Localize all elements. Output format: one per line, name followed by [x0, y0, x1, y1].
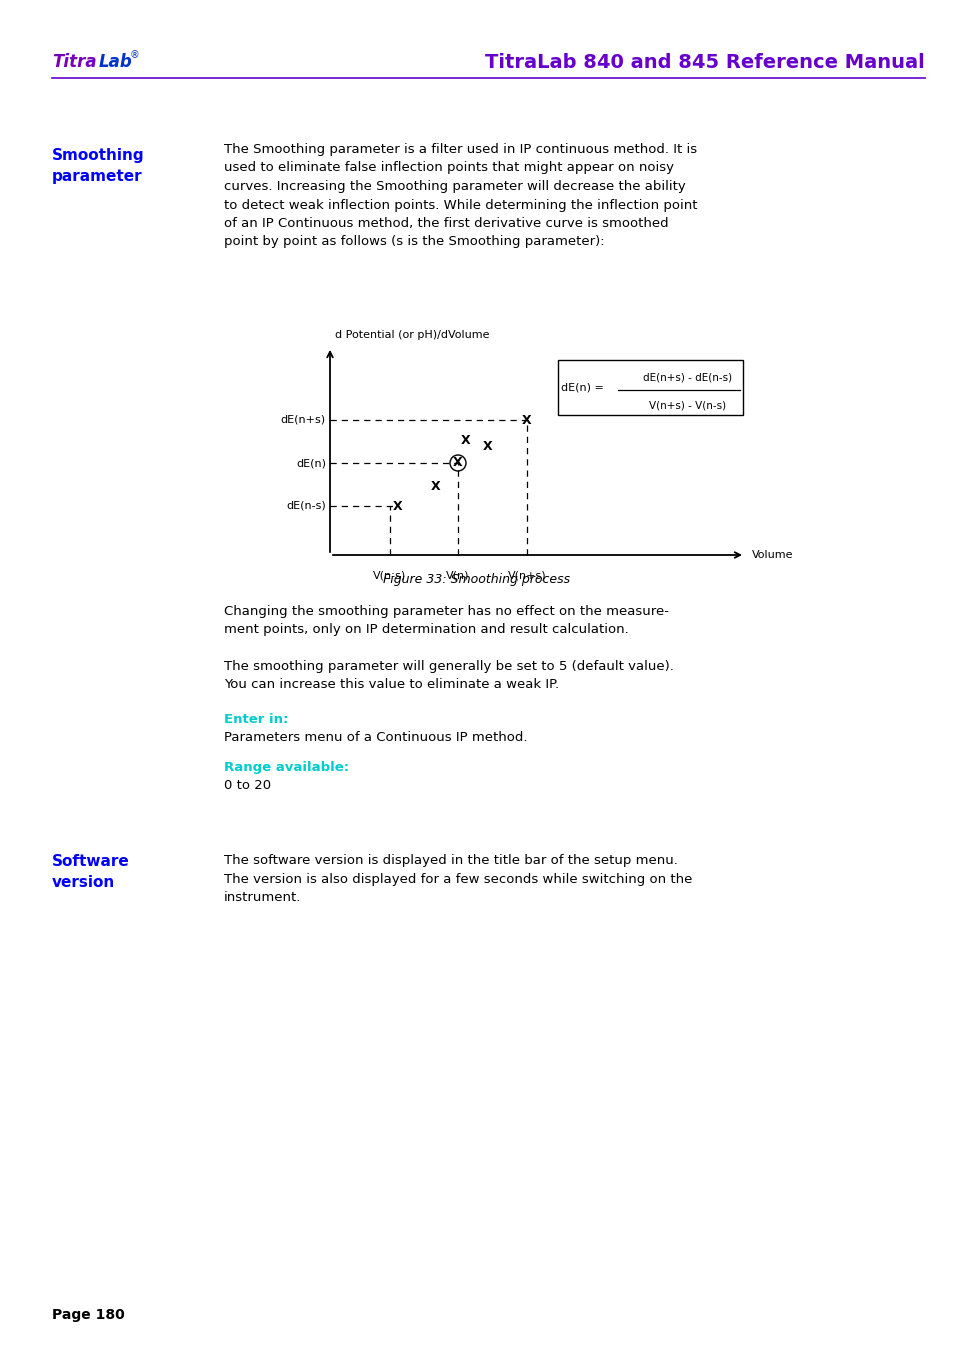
Text: TitraLab 840 and 845 Reference Manual: TitraLab 840 and 845 Reference Manual — [485, 53, 924, 72]
Bar — [558, 359, 742, 415]
Text: dE(n+s): dE(n+s) — [280, 415, 326, 426]
Text: X: X — [431, 480, 440, 493]
Text: The software version is displayed in the title bar of the setup menu.
The versio: The software version is displayed in the… — [224, 854, 692, 904]
Text: X: X — [460, 435, 471, 447]
Text: X: X — [482, 440, 493, 454]
Text: X: X — [453, 457, 462, 470]
Text: dE(n): dE(n) — [295, 458, 326, 467]
Text: Smoothing
parameter: Smoothing parameter — [52, 149, 145, 184]
Text: Lab: Lab — [99, 53, 132, 72]
Text: X: X — [393, 500, 402, 512]
Text: V(n): V(n) — [446, 570, 469, 580]
Text: V(n-s): V(n-s) — [373, 570, 406, 580]
Text: V(n+s) - V(n-s): V(n+s) - V(n-s) — [649, 401, 726, 411]
Text: dE(n) =: dE(n) = — [560, 382, 603, 393]
Text: Software
version: Software version — [52, 854, 130, 890]
Text: X: X — [521, 413, 531, 427]
Text: Figure 33: Smoothing process: Figure 33: Smoothing process — [383, 574, 570, 586]
Text: d Potential (or pH)/dVolume: d Potential (or pH)/dVolume — [335, 330, 489, 340]
Text: Titra: Titra — [52, 53, 96, 72]
Text: Changing the smoothing parameter has no effect on the measure-
ment points, only: Changing the smoothing parameter has no … — [224, 605, 668, 636]
Text: The smoothing parameter will generally be set to 5 (default value).
You can incr: The smoothing parameter will generally b… — [224, 661, 673, 692]
Text: Parameters menu of a Continuous IP method.: Parameters menu of a Continuous IP metho… — [224, 731, 527, 744]
Text: ®: ® — [130, 50, 139, 59]
Text: Enter in:: Enter in: — [224, 713, 288, 725]
Text: Range available:: Range available: — [224, 761, 349, 774]
Text: Page 180: Page 180 — [52, 1308, 125, 1323]
Text: Volume: Volume — [751, 550, 793, 561]
Text: V(n+s): V(n+s) — [507, 570, 546, 580]
Text: dE(n+s) - dE(n-s): dE(n+s) - dE(n-s) — [642, 372, 732, 382]
Text: dE(n-s): dE(n-s) — [286, 501, 326, 511]
Text: The Smoothing parameter is a filter used in IP continuous method. It is
used to : The Smoothing parameter is a filter used… — [224, 143, 697, 249]
Text: 0 to 20: 0 to 20 — [224, 780, 271, 792]
